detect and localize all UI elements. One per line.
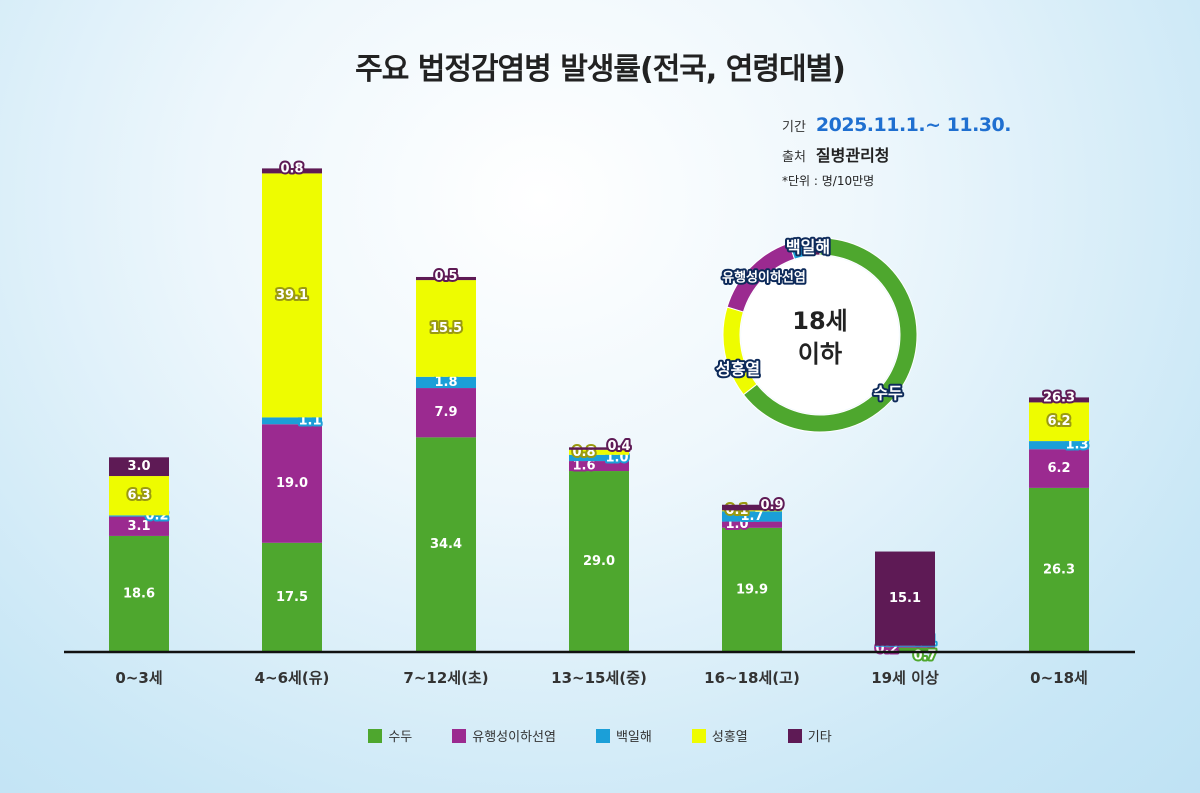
bar-segment-성홍열 xyxy=(722,510,782,512)
donut-label: 유행성이하선염 xyxy=(722,270,806,286)
data-label: 15.1 xyxy=(889,591,921,606)
donut-label: 수두 xyxy=(873,384,903,403)
bar-segment-성홍열 xyxy=(1029,402,1089,442)
bar-segment-수두 xyxy=(722,527,782,652)
data-label: 18.6 xyxy=(123,586,155,601)
data-label: 3.0 xyxy=(127,459,150,474)
category-label: 13~15세(중) xyxy=(551,669,647,687)
bar-segment-기타 xyxy=(262,168,322,174)
legend-item: 유행성이하선염 xyxy=(452,726,556,745)
source-label: 출처 xyxy=(782,150,806,165)
bar-segment-성홍열 xyxy=(569,449,629,455)
legend-label: 유행성이하선염 xyxy=(472,730,556,745)
donut-label: 백일해 xyxy=(786,238,830,257)
bar-segment-성홍열 xyxy=(416,280,476,377)
data-label: 29.0 xyxy=(583,554,615,569)
category-label: 0~18세 xyxy=(1030,669,1088,687)
category-label: 0~3세 xyxy=(115,669,162,687)
legend-item: 성홍열 xyxy=(691,726,748,745)
info-box: 기간 2025.11.1.~ 11.30. 출처 질병관리청 *단위 : 명/1… xyxy=(782,114,1011,195)
bar-segment-백일해 xyxy=(109,515,169,517)
bar-segment-수두 xyxy=(875,647,935,652)
chart-legend: 수두 유행성이하선염 백일해 성홍열 기타 xyxy=(0,726,1200,745)
legend-label: 성홍열 xyxy=(711,730,748,745)
bar-segment-백일해 xyxy=(262,417,322,425)
data-label: 34.4 xyxy=(430,537,462,552)
donut-slice-기타 xyxy=(807,237,821,257)
legend-label: 수두 xyxy=(388,730,413,745)
page-title: 주요 법정감염병 발생률(전국, 연령대별) xyxy=(355,52,846,87)
category-label: 19세 이상 xyxy=(871,669,939,687)
legend-item: 백일해 xyxy=(595,726,652,745)
legend-item: 기타 xyxy=(787,726,832,745)
data-label: 3.1 xyxy=(127,519,150,534)
bar-segment-기타 xyxy=(875,551,935,646)
legend-swatch xyxy=(452,728,467,743)
bar-segment-기타 xyxy=(1029,397,1089,403)
data-label: 0.9 xyxy=(760,498,783,513)
bar-segment-유행성이하선염 xyxy=(875,646,935,648)
legend-swatch xyxy=(595,728,610,743)
bar-segment-백일해 xyxy=(722,510,782,522)
bar-segment-기타 xyxy=(416,276,476,281)
data-label: 0.4 xyxy=(607,439,630,454)
unit-note: *단위 : 명/10만명 xyxy=(782,174,875,188)
legend-swatch xyxy=(368,728,383,743)
bar-segment-수두 xyxy=(1029,487,1089,652)
data-label: 19.0 xyxy=(276,476,308,491)
bar-segment-백일해 xyxy=(416,376,476,389)
data-label: 0.8 xyxy=(280,161,303,176)
data-label: 6.3 xyxy=(127,488,150,503)
period-value: 2025.11.1.~ 11.30. xyxy=(815,114,1012,136)
bar-segment-유행성이하선염 xyxy=(722,521,782,528)
bar-segment-수두 xyxy=(569,471,629,652)
data-label: 1.6 xyxy=(572,459,595,474)
category-label: 4~6세(유) xyxy=(255,669,330,687)
data-label: 6.2 xyxy=(1047,461,1070,476)
data-label: 39.1 xyxy=(276,288,308,303)
bar-segment-성홍열 xyxy=(109,476,169,516)
bar-segment-백일해 xyxy=(569,454,629,462)
donut-hole xyxy=(741,256,899,414)
data-label: 7.9 xyxy=(434,405,457,420)
data-label: 17.5 xyxy=(276,590,308,605)
bar-segment-기타 xyxy=(569,447,629,450)
category-label: 16~18세(고) xyxy=(704,669,800,687)
bar-segment-유행성이하선염 xyxy=(109,516,169,536)
donut-label: 성홍열 xyxy=(716,360,760,379)
category-label: 7~12세(초) xyxy=(403,669,488,687)
legend-item: 수두 xyxy=(368,726,412,745)
data-label: 0.5 xyxy=(434,269,457,284)
bar-segment-유행성이하선염 xyxy=(262,424,322,543)
legend-swatch xyxy=(787,728,802,743)
bar-segment-성홍열 xyxy=(262,173,322,418)
data-label: 1.7 xyxy=(740,509,763,524)
bar-segment-수두 xyxy=(262,542,322,652)
data-label: 19.9 xyxy=(736,582,768,597)
donut-center-title: 18세 xyxy=(792,307,847,335)
bar-segment-백일해 xyxy=(1029,441,1089,450)
bar-segment-수두 xyxy=(416,437,476,652)
period-label: 기간 xyxy=(782,120,806,135)
legend-label: 백일해 xyxy=(615,730,652,745)
bar-segment-유행성이하선염 xyxy=(1029,449,1089,488)
source-value: 질병관리청 xyxy=(815,146,890,165)
data-label: 26.3 xyxy=(1043,390,1075,405)
data-label: 1.8 xyxy=(434,375,457,390)
bar-segment-수두 xyxy=(109,535,169,652)
data-label: 15.5 xyxy=(430,321,462,336)
data-label: 6.2 xyxy=(1047,414,1070,429)
donut-center-title: 이하 xyxy=(798,340,842,368)
bar-segment-백일해 xyxy=(875,645,935,647)
bar-segment-기타 xyxy=(722,504,782,511)
bar-segment-유행성이하선염 xyxy=(569,461,629,472)
data-label: 0.8 xyxy=(572,445,595,460)
legend-swatch xyxy=(691,728,706,743)
data-label: 26.3 xyxy=(1043,562,1075,577)
legend-label: 기타 xyxy=(807,730,832,745)
bar-segment-유행성이하선염 xyxy=(416,388,476,438)
bar-segment-기타 xyxy=(109,457,169,477)
